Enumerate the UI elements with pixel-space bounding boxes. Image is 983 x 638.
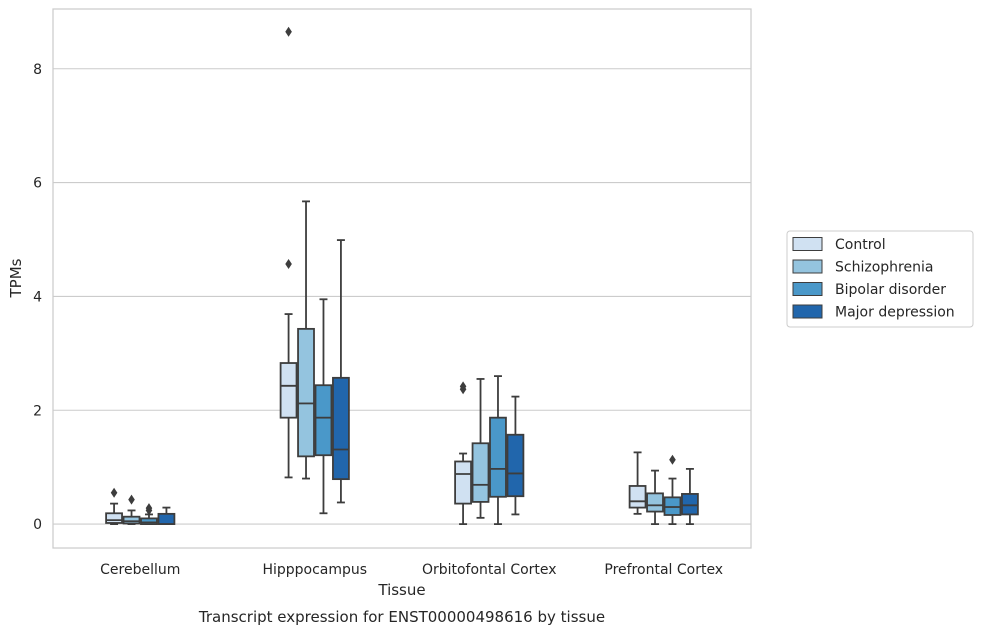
box-1 xyxy=(279,26,298,479)
iqr-box xyxy=(314,384,333,457)
outlier-point xyxy=(285,26,292,37)
x-axis-label: Tissue xyxy=(377,581,425,599)
legend-swatch xyxy=(792,237,823,251)
box-3 xyxy=(489,375,507,525)
iqr-box xyxy=(646,492,664,513)
chart-caption: Transcript expression for ENST0000049861… xyxy=(198,608,605,626)
y-tick-labels: 0 2 4 6 8 xyxy=(33,62,42,533)
outlier-point xyxy=(110,487,118,498)
iqr-box xyxy=(279,362,298,419)
outlier-point xyxy=(669,454,676,465)
legend-swatch xyxy=(792,282,823,296)
x-tick-label: Orbitofontal Cortex xyxy=(422,562,557,578)
box-4 xyxy=(157,506,176,525)
box-layer xyxy=(105,26,699,525)
legend-frame xyxy=(786,230,974,328)
box-1 xyxy=(628,451,647,515)
iqr-box xyxy=(157,512,176,525)
box-4 xyxy=(506,395,525,516)
x-tick-labels: Cerebellum Hipppocampus Orbitofontal Corte… xyxy=(100,562,723,578)
y-tick-label: 8 xyxy=(33,62,42,78)
iqr-box xyxy=(489,416,507,498)
iqr-box xyxy=(122,515,141,525)
box-4 xyxy=(681,467,699,525)
box-2 xyxy=(471,378,490,519)
outlier-point xyxy=(145,505,153,516)
box-1 xyxy=(105,487,123,525)
x-tick-label: Hipppocampus xyxy=(262,562,367,578)
box-1 xyxy=(454,381,472,525)
outlier-point xyxy=(285,258,292,269)
box-4 xyxy=(332,239,350,504)
outlier-point xyxy=(128,494,135,505)
y-tick-label: 4 xyxy=(33,289,42,305)
box-2 xyxy=(646,469,664,525)
plot-frame xyxy=(52,8,752,549)
legend: Control Schizophrenia Bipolar disorder Majo… xyxy=(786,230,974,328)
box-3 xyxy=(314,298,333,515)
y-tick-label: 0 xyxy=(33,517,42,533)
iqr-box xyxy=(332,376,350,481)
x-tick-label: Cerebellum xyxy=(100,562,180,578)
iqr-box xyxy=(471,442,490,503)
box-3 xyxy=(140,503,158,525)
iqr-box xyxy=(681,493,699,516)
legend-label: Schizophrenia xyxy=(835,260,933,276)
legend-swatch xyxy=(792,259,823,274)
iqr-box xyxy=(105,512,123,524)
legend-label: Control xyxy=(835,237,886,253)
iqr-box xyxy=(628,485,647,509)
box-2 xyxy=(122,494,141,525)
grid-layer xyxy=(53,68,751,525)
legend-label: Major depression xyxy=(835,305,955,321)
outlier-point xyxy=(459,384,467,395)
legend-items: Control Schizophrenia Bipolar disorder Majo… xyxy=(792,237,955,321)
iqr-box xyxy=(454,460,472,505)
box-3 xyxy=(663,454,682,525)
y-tick-label: 2 xyxy=(33,403,42,419)
box-2 xyxy=(297,200,315,480)
legend-swatch xyxy=(792,304,823,319)
y-axis-label: TPMs xyxy=(7,258,25,298)
iqr-box xyxy=(140,517,158,525)
legend-label: Bipolar disorder xyxy=(835,282,946,298)
y-tick-label: 6 xyxy=(33,176,42,192)
x-tick-label: Prefrontal Cortex xyxy=(604,562,723,578)
iqr-box xyxy=(506,433,525,498)
iqr-box xyxy=(297,327,315,458)
